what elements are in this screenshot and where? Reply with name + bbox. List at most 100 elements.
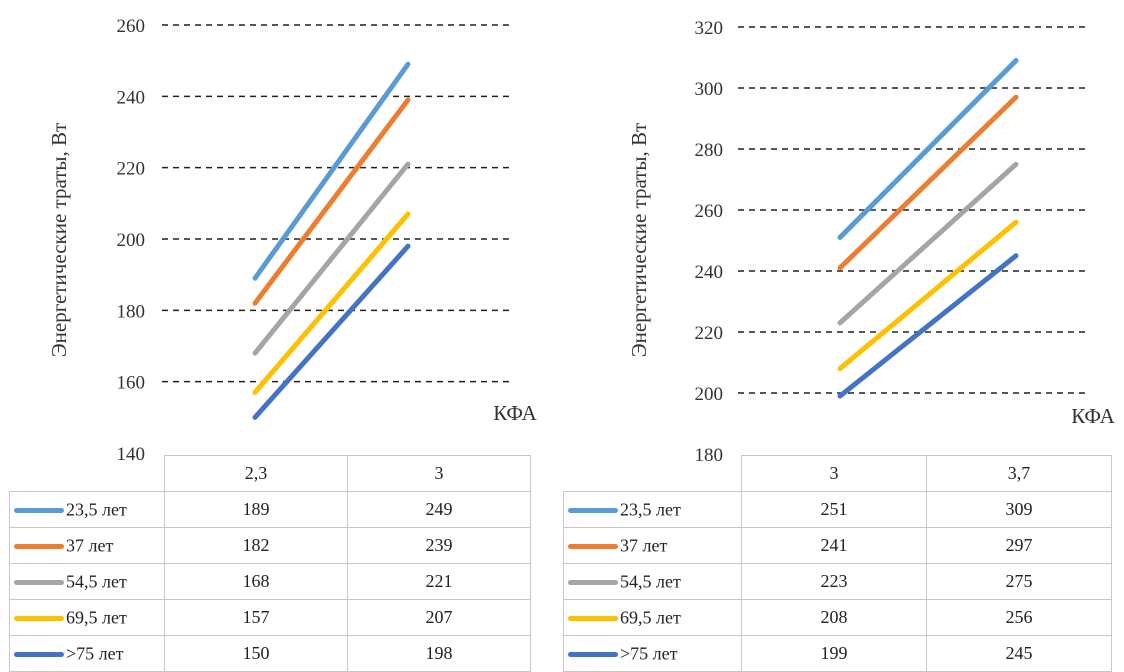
- table-row: 23,5 лет 189 249: [9, 491, 531, 528]
- data-value: 256: [926, 599, 1112, 636]
- y-tick-label: 160: [117, 373, 146, 394]
- y-tick-label: 300: [695, 79, 724, 100]
- series-name: 37 лет: [66, 535, 114, 556]
- table-corner: [564, 456, 742, 492]
- y-tick-label: 140: [117, 444, 146, 465]
- data-value: 182: [164, 527, 348, 564]
- series-name: 23,5 лет: [620, 499, 681, 520]
- table-row: 54,5 лет 223 275: [563, 563, 1112, 600]
- x-axis-label: КФА: [493, 401, 537, 425]
- series-line->75 лет: [252, 243, 411, 420]
- series-name: 23,5 лет: [66, 499, 127, 520]
- legend-entry: 54,5 лет: [9, 563, 165, 600]
- y-axis-label: Энергетические траты, Вт: [47, 123, 71, 357]
- y-tick-label: 200: [117, 230, 146, 251]
- data-value: 221: [347, 563, 531, 600]
- legend-entry: 69,5 лет: [563, 599, 742, 636]
- category-label: 3,7: [926, 455, 1112, 492]
- category-label: 3: [347, 455, 531, 492]
- data-value: 249: [347, 491, 531, 528]
- legend-key: [568, 615, 618, 621]
- category-label: 2,3: [164, 455, 348, 492]
- table-row: 54,5 лет 168 221: [9, 563, 531, 600]
- plot-area-right: 180 200 220 240 260 280 300 320 Энергетические т…: [627, 18, 1116, 466]
- y-tick-label: 320: [695, 18, 724, 39]
- y-axis-label: Энергетические траты, Вт: [627, 123, 651, 357]
- legend-entry: 37 лет: [9, 527, 165, 564]
- y-tick-label: 240: [117, 87, 146, 108]
- series-line-37 лет: [252, 97, 411, 306]
- table-row: >75 лет 199 245: [563, 635, 1112, 672]
- series-line-23,5 лет: [837, 58, 1019, 240]
- y-tick-label: 260: [695, 201, 724, 222]
- series-line-69,5 лет: [837, 219, 1019, 372]
- data-value: 239: [347, 527, 531, 564]
- data-value: 168: [164, 563, 348, 600]
- data-value: 157: [164, 599, 348, 636]
- data-value: 251: [741, 491, 927, 528]
- y-tick-label: 280: [695, 140, 724, 161]
- data-value: 150: [164, 635, 348, 672]
- legend-entry: 37 лет: [563, 527, 742, 564]
- legend-entry: 54,5 лет: [563, 563, 742, 600]
- data-value: 189: [164, 491, 348, 528]
- data-value: 245: [926, 635, 1112, 672]
- legend-key: [568, 579, 618, 585]
- legend-entry: 69,5 лет: [9, 599, 165, 636]
- series-name: 54,5 лет: [66, 571, 127, 592]
- data-value: 223: [741, 563, 927, 600]
- series-name: 54,5 лет: [620, 571, 681, 592]
- data-value: 199: [741, 635, 927, 672]
- series-name: 69,5 лет: [66, 607, 127, 628]
- data-value: 309: [926, 491, 1112, 528]
- data-value: 275: [926, 563, 1112, 600]
- x-axis-label: КФА: [1071, 404, 1115, 428]
- chart-left: 140 160 180 200 220 240 260 Энергетические трат…: [0, 0, 562, 672]
- y-tick-label: 180: [695, 445, 724, 466]
- legend-key: [14, 507, 64, 513]
- series-line-69,5 лет: [252, 211, 411, 395]
- series-line-54,5 лет: [837, 161, 1019, 326]
- category-label: 3: [741, 455, 927, 492]
- y-tick-label: 260: [117, 16, 146, 37]
- data-value: 198: [347, 635, 531, 672]
- legend-key: [568, 651, 618, 657]
- data-table-left: 2,3 3 23,5 лет 189 249 37 лет 182 239 54,5 лет 16…: [9, 455, 531, 672]
- chart-right: 180 200 220 240 260 280 300 320 Энергетические т…: [562, 0, 1124, 672]
- series-line-23,5 лет: [252, 61, 411, 281]
- series-line-54,5 лет: [252, 161, 411, 356]
- legend-entry: 23,5 лет: [563, 491, 742, 528]
- legend-entry: 23,5 лет: [9, 491, 165, 528]
- legend-key: [14, 579, 64, 585]
- legend-key: [14, 651, 64, 657]
- series-name: 69,5 лет: [620, 607, 681, 628]
- y-tick-label: 180: [117, 301, 146, 322]
- legend-key: [14, 543, 64, 549]
- data-value: 241: [741, 527, 927, 564]
- y-tick-label: 220: [695, 323, 724, 344]
- series-name: >75 лет: [620, 643, 678, 664]
- legend-key: [568, 543, 618, 549]
- legend-entry: >75 лет: [563, 635, 742, 672]
- series-line->75 лет: [837, 253, 1019, 399]
- series-line-37 лет: [837, 94, 1019, 271]
- legend-key: [14, 615, 64, 621]
- table-corner: [10, 456, 165, 492]
- y-tick-label: 220: [117, 159, 146, 180]
- data-table-right: 3 3,7 23,5 лет 251 309 37 лет 241 297 54,5 лет 22…: [563, 455, 1112, 672]
- table-row: 69,5 лет 208 256: [563, 599, 1112, 636]
- series-name: 37 лет: [620, 535, 668, 556]
- y-tick-label: 240: [695, 262, 724, 283]
- table-row: >75 лет 150 198: [9, 635, 531, 672]
- plot-area-left: 140 160 180 200 220 240 260 Энергетические трат…: [47, 16, 538, 465]
- legend-key: [568, 507, 618, 513]
- data-value: 208: [741, 599, 927, 636]
- table-row: 37 лет 241 297: [563, 527, 1112, 564]
- data-value: 297: [926, 527, 1112, 564]
- data-value: 207: [347, 599, 531, 636]
- legend-entry: >75 лет: [9, 635, 165, 672]
- series-name: >75 лет: [66, 643, 124, 664]
- table-row: 69,5 лет 157 207: [9, 599, 531, 636]
- table-row: 37 лет 182 239: [9, 527, 531, 564]
- table-row: 23,5 лет 251 309: [563, 491, 1112, 528]
